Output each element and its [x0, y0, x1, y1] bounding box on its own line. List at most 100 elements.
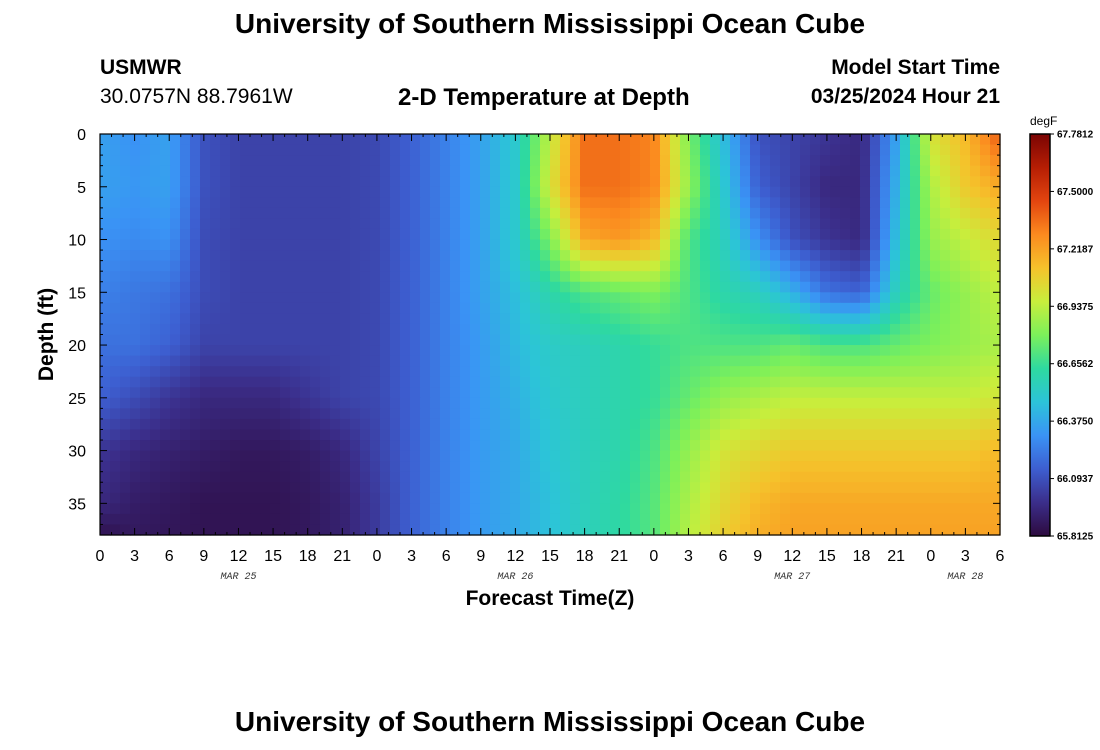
heatmap-cell: [200, 186, 211, 198]
heatmap-cell: [600, 260, 611, 272]
heatmap-cell: [630, 165, 641, 177]
heatmap-cell: [840, 134, 851, 146]
heatmap-cell: [620, 260, 631, 272]
heatmap-cell: [170, 292, 181, 304]
heatmap-cell: [900, 387, 911, 399]
heatmap-cell: [840, 260, 851, 272]
heatmap-cell: [580, 366, 591, 378]
heatmap-cell: [790, 239, 801, 251]
heatmap-cell: [210, 355, 221, 367]
heatmap-cell: [920, 471, 931, 483]
heatmap-cell: [510, 313, 521, 325]
heatmap-cell: [190, 418, 201, 431]
heatmap-cell: [190, 155, 201, 167]
heatmap-cell: [200, 302, 211, 314]
heatmap-cell: [560, 345, 571, 357]
heatmap-cell: [870, 271, 881, 283]
heatmap-cell: [570, 281, 581, 293]
heatmap-cell: [850, 429, 861, 441]
heatmap-cell: [890, 418, 901, 431]
heatmap-cell: [390, 524, 401, 536]
heatmap-cell: [500, 239, 511, 251]
heatmap-cell: [530, 355, 541, 367]
heatmap-cell: [350, 281, 361, 293]
heatmap-cell: [270, 144, 281, 156]
heatmap-cell: [430, 503, 441, 515]
heatmap-cell: [710, 376, 721, 388]
heatmap-cell: [640, 323, 651, 336]
heatmap-cell: [980, 250, 991, 262]
heatmap-cell: [770, 281, 781, 293]
heatmap-cell: [580, 492, 591, 504]
heatmap-cell: [110, 144, 121, 156]
heatmap-cell: [250, 313, 261, 325]
heatmap-cell: [350, 513, 361, 526]
heatmap-cell: [630, 418, 641, 431]
heatmap-cell: [370, 134, 381, 146]
heatmap-cell: [280, 207, 291, 220]
heatmap-cell: [430, 355, 441, 367]
heatmap-cell: [660, 271, 671, 283]
heatmap-cell: [120, 239, 131, 251]
heatmap-cell: [130, 313, 141, 325]
heatmap-cell: [410, 176, 421, 188]
heatmap-cell: [940, 271, 951, 283]
heatmap-cell: [780, 134, 791, 146]
heatmap-cell: [120, 355, 131, 367]
heatmap-cell: [240, 345, 251, 357]
heatmap-cell: [290, 292, 301, 304]
heatmap-cell: [450, 281, 461, 293]
heatmap-cell: [420, 250, 431, 262]
heatmap-cell: [570, 155, 581, 167]
heatmap-cell: [480, 144, 491, 156]
heatmap-cell: [690, 207, 701, 220]
heatmap-cell: [560, 450, 571, 462]
heatmap-cell: [530, 228, 541, 241]
heatmap-cell: [190, 228, 201, 241]
heatmap-cell: [640, 471, 651, 483]
heatmap-cell: [970, 450, 981, 462]
heatmap-cell: [930, 281, 941, 293]
heatmap-cell: [170, 450, 181, 462]
heatmap-cell: [840, 482, 851, 494]
heatmap-cell: [320, 155, 331, 167]
heatmap-cell: [500, 155, 511, 167]
heatmap-cell: [130, 228, 141, 241]
heatmap-cell: [190, 186, 201, 198]
heatmap-cell: [450, 250, 461, 262]
heatmap-cell: [200, 334, 211, 346]
heatmap-cell: [950, 482, 961, 494]
heatmap-cell: [730, 186, 741, 198]
heatmap-cell: [520, 176, 531, 188]
heatmap-cell: [170, 482, 181, 494]
heatmap-cell: [480, 313, 491, 325]
heatmap-cell: [350, 313, 361, 325]
heatmap-cell: [900, 134, 911, 146]
heatmap-cell: [550, 176, 561, 188]
heatmap-cell: [760, 207, 771, 220]
heatmap-cell: [490, 271, 501, 283]
heatmap-cell: [920, 250, 931, 262]
heatmap-cell: [830, 323, 841, 336]
heatmap-cell: [870, 429, 881, 441]
heatmap-cell: [100, 408, 111, 420]
heatmap-cell: [900, 334, 911, 346]
heatmap-cell: [250, 524, 261, 536]
heatmap-cell: [240, 482, 251, 494]
heatmap-cell: [210, 524, 221, 536]
heatmap-cell: [150, 482, 161, 494]
heatmap-cell: [710, 429, 721, 441]
heatmap-cell: [720, 524, 731, 536]
heatmap-cell: [760, 218, 771, 230]
heatmap-cell: [990, 250, 1001, 262]
heatmap-cell: [940, 292, 951, 304]
heatmap-cell: [860, 450, 871, 462]
heatmap-cell: [690, 271, 701, 283]
heatmap-cell: [700, 482, 711, 494]
x-tick-label: 9: [753, 548, 762, 565]
heatmap-cell: [620, 440, 631, 452]
heatmap-cell: [330, 461, 341, 473]
heatmap-cell: [980, 176, 991, 188]
heatmap-cell: [230, 471, 241, 483]
heatmap-cell: [450, 408, 461, 420]
